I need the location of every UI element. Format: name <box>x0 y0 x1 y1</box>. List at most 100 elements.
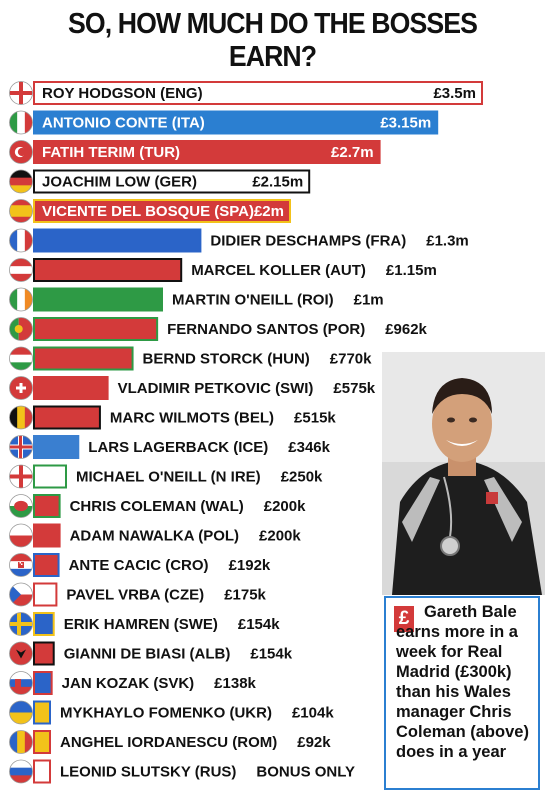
bar <box>33 553 60 577</box>
bar-value-label: BONUS ONLY <box>256 764 355 781</box>
bar-row: MICHAEL O'NEILL (N IRE) £250k <box>9 464 323 489</box>
bar <box>33 317 159 341</box>
flag-ita-icon <box>9 110 33 135</box>
bar-name-label: ERIK HAMREN (SWE) <box>64 616 218 633</box>
bar-value-label: £1m <box>354 292 384 309</box>
bar-value-label: £2.7m <box>331 144 374 161</box>
bar-name-label: GIANNI DE BIASI (ALB) <box>64 646 231 663</box>
bar <box>33 612 55 636</box>
bar-name-label: VLADIMIR PETKOVIC (SWI) <box>118 380 314 397</box>
flag-nire-icon <box>9 464 33 489</box>
flag-wal-icon <box>9 494 33 518</box>
flag-tur-icon <box>9 140 33 164</box>
bar <box>33 641 55 666</box>
bar-row: PAVEL VRBA (CZE) £175k <box>9 582 267 607</box>
bar-name-label: BERND STORCK (HUN) <box>143 351 310 368</box>
bar <box>33 110 439 135</box>
bar-name-label: ROY HODGSON (ENG) <box>42 85 203 102</box>
bar-value-label: £2m <box>254 203 284 220</box>
bar-value-label: £104k <box>292 705 334 722</box>
bar <box>33 258 183 282</box>
page-title: SO, HOW MUCH DO THE BOSSES EARN? <box>68 8 478 73</box>
bar-value-label: £154k <box>238 616 280 633</box>
bar-row: FERNANDO SANTOS (POR) £962k <box>9 317 428 341</box>
flag-rom-icon <box>9 730 33 754</box>
bar-row: LARS LAGERBACK (ICE) £346k <box>9 435 331 459</box>
bar-row: JAN KOZAK (SVK) £138k <box>9 671 257 695</box>
flag-ice-icon <box>9 435 33 459</box>
bar-value-label: £2.15m <box>252 174 303 191</box>
bar <box>33 81 483 105</box>
bar-value-label: £154k <box>250 646 292 663</box>
bar-row: MARTIN O'NEILL (ROI) £1m <box>9 287 384 312</box>
bar <box>33 346 134 371</box>
bar-value-label: £138k <box>214 675 256 692</box>
callout-box: £ Gareth Bale earns more in a week for R… <box>384 596 540 790</box>
bar-value-label: £200k <box>259 528 301 545</box>
bar <box>33 671 53 695</box>
bar-name-label: LEONID SLUTSKY (RUS) <box>60 764 236 781</box>
bar-row: BERND STORCK (HUN) £770k <box>9 346 372 371</box>
bar-name-label: MARC WILMOTS (BEL) <box>110 410 274 427</box>
bar <box>33 169 311 194</box>
bar-value-label: £962k <box>385 321 427 338</box>
flag-swi-icon <box>9 376 33 400</box>
bar-value-label: £200k <box>264 498 306 515</box>
bar-value-label: £175k <box>224 587 266 604</box>
bar <box>33 435 80 459</box>
bar <box>33 494 61 518</box>
bar-name-label: ANGHEL IORDANESCU (ROM) <box>60 734 277 751</box>
bar-name-label: ADAM NAWALKA (POL) <box>70 528 239 545</box>
bar-value-label: £1.15m <box>386 262 437 279</box>
bar-value-label: £1.3m <box>426 233 469 250</box>
bar-row: CHRIS COLEMAN (WAL) £200k <box>9 494 306 518</box>
bar-name-label: MARCEL KOLLER (AUT) <box>191 262 366 279</box>
bar-row: ANGHEL IORDANESCU (ROM) £92k <box>9 730 331 754</box>
bar <box>33 140 381 164</box>
bar-name-label: VICENTE DEL BOSQUE (SPA) <box>42 203 254 220</box>
bar <box>33 759 51 784</box>
bar-value-label: £770k <box>330 351 372 368</box>
bar-row: DIDIER DESCHAMPS (FRA) £1.3m <box>9 228 469 253</box>
bar-value-label: £92k <box>297 734 331 751</box>
bar <box>33 464 67 489</box>
bar <box>33 730 51 754</box>
flag-rus-icon <box>9 759 33 784</box>
bar <box>33 523 61 548</box>
bar-row: LEONID SLUTSKY (RUS) BONUS ONLY <box>9 759 355 784</box>
bar-name-label: MICHAEL O'NEILL (N IRE) <box>76 469 261 486</box>
bar-value-label: £3.5m <box>433 85 476 102</box>
flag-hun-icon <box>9 346 33 371</box>
bar-row: FATIH TERIM (TUR) £2.7m <box>9 140 381 164</box>
bar-name-label: MYKHAYLO FOMENKO (UKR) <box>60 705 272 722</box>
bar <box>33 228 202 253</box>
flag-pol-icon <box>9 523 33 548</box>
flag-por-icon <box>9 317 33 341</box>
bar-value-label: £192k <box>229 557 271 574</box>
bar-name-label: LARS LAGERBACK (ICE) <box>88 439 268 456</box>
bar <box>33 582 58 607</box>
flag-spa-icon <box>9 199 33 223</box>
bar-row: ERIK HAMREN (SWE) £154k <box>9 612 280 636</box>
callout-text: Gareth Bale earns more in a week for Rea… <box>396 603 529 761</box>
bar <box>33 199 291 223</box>
flag-alb-icon <box>9 641 33 666</box>
bar-value-label: £515k <box>294 410 336 427</box>
bar-name-label: JAN KOZAK (SVK) <box>62 675 195 692</box>
bar-name-label: MARTIN O'NEILL (ROI) <box>172 292 334 309</box>
bar-value-label: £575k <box>333 380 375 397</box>
flag-swe-icon <box>9 612 33 636</box>
flag-cro-icon <box>9 553 33 577</box>
bar-value-label: £250k <box>281 469 323 486</box>
bar-name-label: PAVEL VRBA (CZE) <box>66 587 204 604</box>
bar <box>33 376 109 400</box>
flag-aut-icon <box>9 258 33 282</box>
manager-photo <box>382 352 545 595</box>
manager-photo-illustration <box>382 352 545 595</box>
bar-value-label: £3.15m <box>380 115 431 132</box>
bar-value-label: £346k <box>288 439 330 456</box>
bar-name-label: JOACHIM LOW (GER) <box>42 174 197 191</box>
bar-name-label: ANTE CACIC (CRO) <box>69 557 209 574</box>
flag-ger-icon <box>9 169 33 194</box>
